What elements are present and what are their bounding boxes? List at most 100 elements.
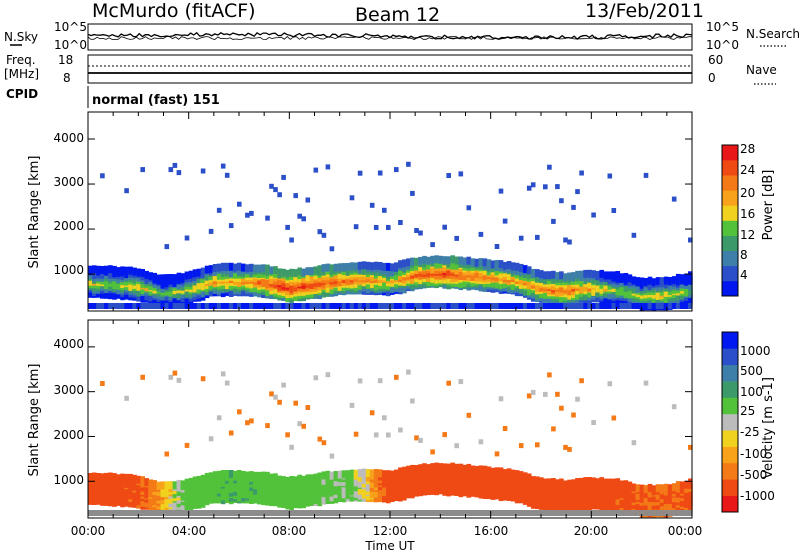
power-near-range-cell [156, 303, 162, 309]
power-near-range-cell [200, 303, 206, 309]
power-colorbar-tick: 20 [740, 186, 755, 200]
power-far-cell [249, 210, 254, 216]
power-near-range-cell [212, 303, 218, 309]
velocity-cell [88, 473, 93, 481]
power-cell [341, 263, 347, 272]
power-cell [514, 262, 520, 271]
power-colorbar [721, 144, 739, 297]
velocity-cell [406, 465, 411, 474]
velocity-cell [329, 471, 335, 480]
power-near-range-cell [631, 303, 637, 309]
power-far-cell [454, 235, 459, 241]
velocity-near-range-cell [454, 510, 459, 516]
velocity-cell [543, 478, 548, 487]
nave-tick-bottom: 0 [708, 71, 716, 85]
power-cell [583, 269, 588, 278]
power-far-cell [313, 167, 319, 173]
velocity-cell [160, 481, 166, 490]
velocity-far-cell [293, 400, 298, 406]
velocity-colorbar-swatch [722, 413, 738, 431]
velocity-near-range-cell [591, 510, 596, 516]
velocity-near-range-cell [192, 510, 198, 516]
power-colorbar-tick: 28 [740, 142, 755, 156]
power-near-range-cell [438, 303, 443, 309]
velocity-near-range-cell [426, 510, 431, 516]
power-near-range-cell [603, 303, 608, 309]
power-cell [200, 267, 206, 276]
velocity-near-range-cell [406, 510, 411, 516]
power-far-cell [442, 224, 447, 230]
velocity-near-range-cell [482, 510, 488, 516]
power-cell [631, 276, 637, 285]
power-far-cell [289, 237, 294, 243]
power-near-range-cell [615, 303, 621, 309]
power-cell [269, 266, 274, 275]
velocity-near-range-cell [635, 510, 641, 516]
velocity-cell [148, 479, 153, 488]
power-near-range-cell [249, 303, 254, 309]
power-cell [208, 265, 214, 274]
velocity-near-range-cell [567, 510, 572, 516]
power-cell [144, 270, 149, 279]
power-near-range-cell [265, 303, 270, 309]
velocity-cell [647, 483, 653, 492]
velocity-ytick-marks [88, 346, 692, 482]
velocity-cell [390, 470, 395, 479]
power-cell [365, 261, 371, 270]
velocity-cell [233, 470, 238, 479]
velocity-near-range-cell [132, 510, 137, 516]
velocity-far-cell [325, 372, 331, 378]
power-far-cell [579, 170, 584, 176]
velocity-near-range-cell [88, 510, 93, 516]
velocity-cell [631, 483, 637, 492]
velocity-cell [245, 471, 250, 480]
power-cell [595, 271, 600, 279]
velocity-cell [136, 475, 141, 484]
velocity-cell [377, 469, 383, 478]
date-title: 13/Feb/2011 [585, 0, 704, 22]
velocity-cell [442, 463, 447, 472]
velocity-near-range-cell [301, 510, 306, 516]
velocity-near-range-cell [245, 510, 250, 516]
time-tick-label: 12:00 [373, 524, 408, 538]
time-axis-label: Time UT [364, 539, 415, 553]
nsky-tick-top: 10^5 [54, 20, 87, 34]
power-ytick-label: 1000 [53, 263, 84, 277]
power-near-range-cell [373, 303, 379, 309]
power-near-range-cell [245, 303, 250, 309]
power-cell [522, 265, 528, 274]
velocity-cell [180, 480, 186, 489]
power-far-cell [100, 173, 105, 179]
velocity-cell [551, 478, 556, 486]
velocity-near-range-cell [116, 510, 121, 516]
power-cell [486, 259, 492, 268]
velocity-near-range-cell [321, 510, 327, 516]
power-near-range-cell [627, 303, 633, 309]
velocity-near-range-cell [277, 510, 282, 516]
velocity-near-range-cell [233, 510, 238, 516]
freq-label: Freq. [6, 53, 36, 67]
velocity-near-range-cell [615, 510, 621, 516]
velocity-far-cell [530, 389, 536, 395]
velocity-cell [204, 472, 210, 481]
power-cell [450, 255, 455, 264]
power-far-cell [200, 168, 206, 174]
power-colorbar-tick: 4 [740, 268, 748, 282]
velocity-cell [675, 481, 681, 490]
power-near-range-cell [559, 303, 564, 309]
power-cell [261, 264, 266, 273]
velocity-cell [341, 470, 347, 479]
power-near-range-cell [551, 303, 556, 309]
power-near-range-cell [591, 303, 596, 309]
power-ytick-marks [88, 138, 692, 275]
velocity-colorbar-tick: 500 [740, 364, 763, 378]
power-cell [301, 268, 306, 277]
power-near-range-cell [675, 303, 681, 309]
velocity-far-cell [386, 432, 391, 438]
power-near-range-cell [530, 303, 536, 309]
power-near-range-cell [361, 303, 367, 309]
power-colorbar-swatch [722, 160, 738, 176]
velocity-far-cell [216, 415, 222, 421]
power-near-range-cell [132, 303, 137, 309]
velocity-far-cell [551, 426, 556, 432]
